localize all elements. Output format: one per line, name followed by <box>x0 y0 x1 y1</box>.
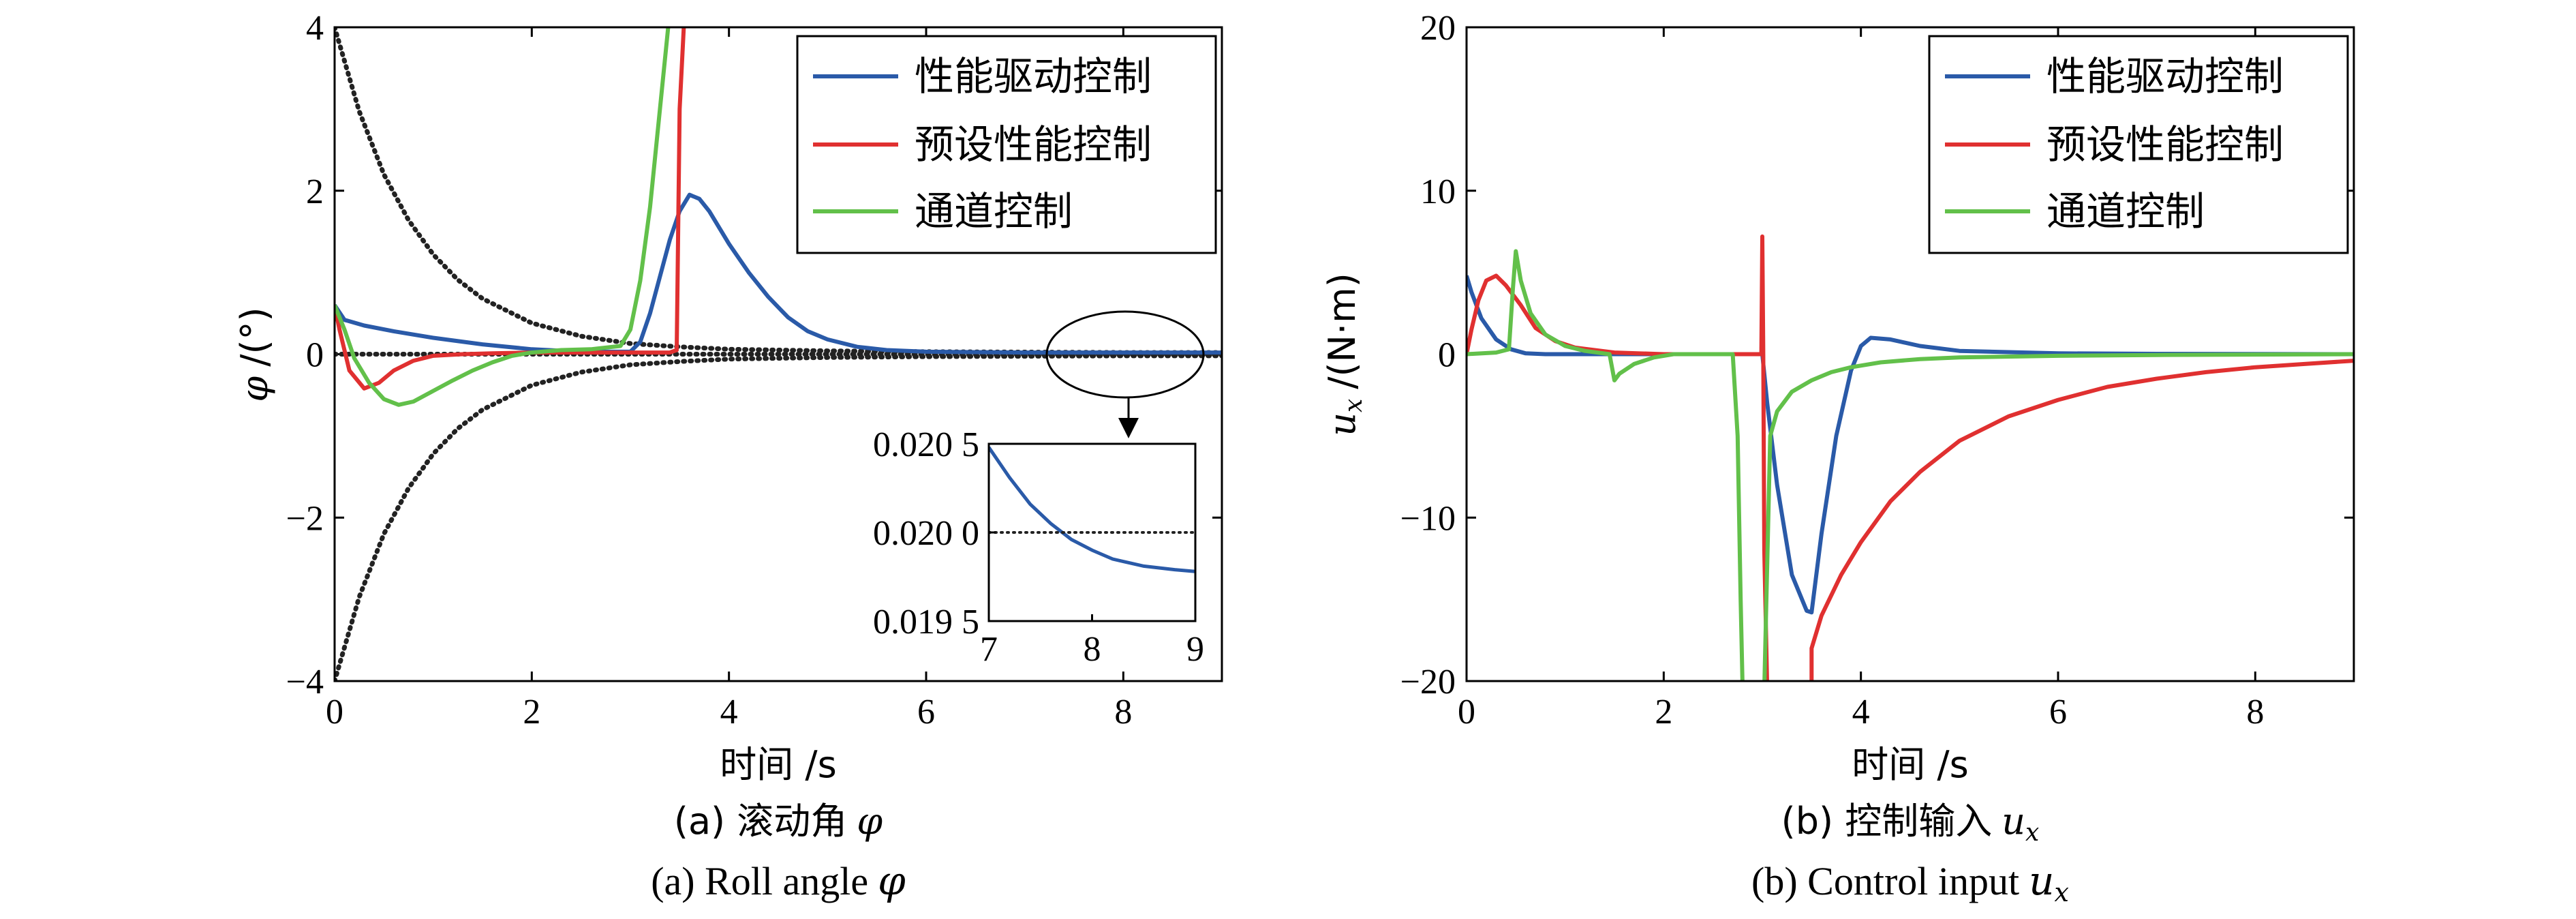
caption-en-text: (a) Roll angle <box>651 859 868 903</box>
caption-cn: (a) 滚动角 φ <box>674 800 883 843</box>
y-axis-label: ux /(N·m) <box>1321 273 1368 436</box>
y-axis-symbol-sub: x <box>1340 399 1368 412</box>
x-tick-label-0: 0 <box>1458 693 1475 732</box>
plot-frame <box>333 26 1223 682</box>
legend-label-0: 性能驱动控制 <box>915 53 1152 100</box>
caption-cn-text: (b) 控制输入 <box>1781 800 1993 843</box>
inset-frame <box>987 442 1197 622</box>
caption-cn: (b) 控制输入 ux <box>1781 800 2040 847</box>
series-line-2 <box>1809 359 2354 681</box>
y-tick-label-3: 10 <box>1420 172 1456 211</box>
legend-label-1: 预设性能控制 <box>915 121 1152 168</box>
y-tick-labels: −20 −10 0 10 20 <box>1400 9 1456 702</box>
y-axis-label: φ /(°) <box>233 307 276 402</box>
inset-zoom: 7 8 9 0.019 5 0.020 0 0.020 5 <box>873 425 1204 669</box>
caption-cn-symbol: u <box>2002 800 2025 843</box>
inset-x-tick-labels: 7 8 9 <box>980 630 1204 669</box>
caption-en-symbol: φ <box>878 858 906 904</box>
y-tick-label-2: 0 <box>306 336 324 375</box>
bound-line-1 <box>335 353 1222 681</box>
y-axis-unit: /(°) <box>233 307 276 366</box>
x-tick-label-2: 2 <box>523 693 540 732</box>
x-tick-label-0: 0 <box>326 693 343 732</box>
x-tick-label-4: 4 <box>720 693 738 732</box>
series-line-1 <box>1467 234 1769 681</box>
series-line-0 <box>1467 275 2354 615</box>
caption-en: (b) Control input ux <box>1751 858 2069 907</box>
caption-cn-text: (a) 滚动角 <box>674 800 847 843</box>
legend: 性能驱动控制 预设性能控制 通道控制 <box>796 35 1217 254</box>
series-line-1 <box>335 27 686 391</box>
series-line-4 <box>1762 352 2354 681</box>
series-line-3 <box>1467 249 1745 681</box>
x-axis-label: 时间 /s <box>1852 743 1969 786</box>
y-tick-label-2: 0 <box>1438 336 1456 375</box>
y-tick-labels: −4 −2 0 2 4 <box>286 9 324 702</box>
y-axis-symbol: u <box>1321 412 1364 436</box>
legend: 性能驱动控制 预设性能控制 通道控制 <box>1928 35 2349 254</box>
y-tick-label-1: −10 <box>1400 499 1456 538</box>
y-tick-label-4: 4 <box>306 9 324 48</box>
y-tick-label-0: −20 <box>1400 663 1456 702</box>
caption-en-symbol: u <box>2029 858 2054 904</box>
x-tick-label-4: 4 <box>1852 693 1870 732</box>
x-tick-label-2: 2 <box>1655 693 1672 732</box>
x-tick-labels: 0 2 4 6 8 <box>1458 693 2264 732</box>
y-tick-label-4: 20 <box>1420 9 1456 48</box>
y-tick-label-0: −4 <box>286 663 324 702</box>
caption-en-symbol-sub: x <box>2055 877 2069 907</box>
caption-cn-symbol: φ <box>857 800 883 843</box>
caption-cn-symbol-sub: x <box>2025 819 2039 847</box>
series-lines <box>335 27 1222 407</box>
x-tick-label-6: 6 <box>2049 693 2067 732</box>
inset-y-tick-label-1: 0.020 0 <box>873 514 979 553</box>
legend-label-2: 通道控制 <box>2046 188 2205 235</box>
inset-x-tick-label-8: 8 <box>1084 630 1101 669</box>
zoom-ellipse <box>1045 310 1205 399</box>
x-axis-label: 时间 /s <box>720 743 837 786</box>
inset-y-tick-label-0: 0.019 5 <box>873 603 979 642</box>
series-line-2 <box>335 27 671 407</box>
y-tick-label-3: 2 <box>306 172 324 211</box>
plot-frame <box>1465 26 2355 682</box>
inset-y-tick-label-2: 0.020 5 <box>873 425 979 464</box>
inset-x-tick-label-9: 9 <box>1186 630 1204 669</box>
inset-line-0 <box>989 446 1195 573</box>
x-tick-label-6: 6 <box>917 693 935 732</box>
legend-label-0: 性能驱动控制 <box>2046 53 2284 100</box>
inset-y-tick-labels: 0.019 5 0.020 0 0.020 5 <box>873 425 979 642</box>
y-tick-label-1: −2 <box>286 499 324 538</box>
inset-x-tick-label-7: 7 <box>980 630 998 669</box>
caption-en-text: (b) Control input <box>1751 859 2019 903</box>
series-lines <box>1467 234 2354 681</box>
x-tick-labels: 0 2 4 6 8 <box>326 693 1132 732</box>
caption-en: (a) Roll angle φ <box>651 858 906 904</box>
legend-label-1: 预设性能控制 <box>2046 121 2284 168</box>
x-tick-label-8: 8 <box>2246 693 2264 732</box>
inset-series <box>989 446 1195 573</box>
y-axis-unit: /(N·m) <box>1321 273 1364 389</box>
y-axis-symbol: φ <box>233 376 276 402</box>
x-tick-label-8: 8 <box>1114 693 1132 732</box>
legend-label-2: 通道控制 <box>915 188 1073 235</box>
series-line-0 <box>335 192 1222 355</box>
